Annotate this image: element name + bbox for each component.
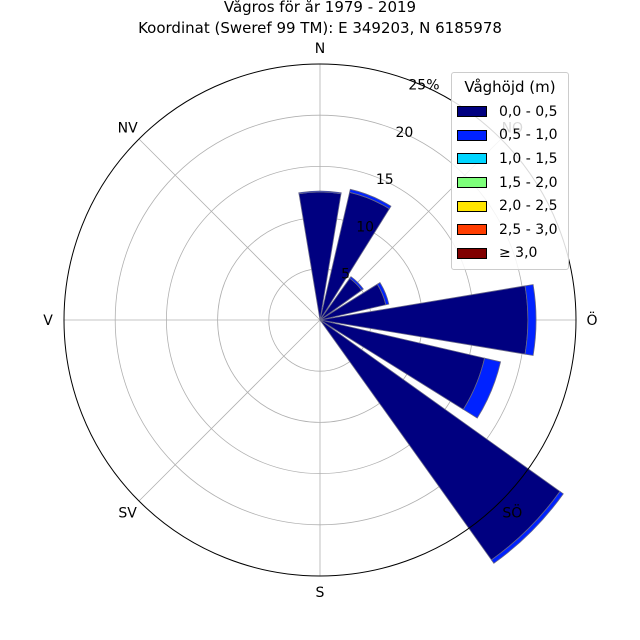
bars xyxy=(298,188,564,564)
legend-swatch xyxy=(457,200,487,212)
legend-entry: 1,5 - 2,0 xyxy=(452,171,568,195)
legend-entry: 0,5 - 1,0 xyxy=(452,124,568,148)
bar-45-bin-1 xyxy=(349,276,364,291)
radial-tick-label: 5 xyxy=(341,267,350,283)
grid-spoke xyxy=(138,138,321,321)
grid-spoke xyxy=(138,319,321,502)
direction-label-SÖ: SÖ xyxy=(502,503,522,521)
legend-entry: 1,0 - 1,5 xyxy=(452,147,568,171)
legend-label: 2,0 - 2,5 xyxy=(499,198,558,215)
bar-90-bin-1 xyxy=(524,284,537,356)
bar-112.5-bin-1 xyxy=(462,357,502,419)
legend-swatch xyxy=(457,129,487,141)
direction-label-V: V xyxy=(43,313,53,329)
direction-label-S: S xyxy=(316,585,325,601)
legend-entry: 2,5 - 3,0 xyxy=(452,218,568,242)
legend-swatch xyxy=(457,247,487,259)
radial-tick-labels: 5 10 15 20 25% xyxy=(341,77,439,282)
legend-label: 0,0 - 0,5 xyxy=(499,103,558,120)
legend-swatch xyxy=(457,177,487,189)
legend-label: 0,5 - 1,0 xyxy=(499,127,558,144)
legend-entry: 2,0 - 2,5 xyxy=(452,194,568,218)
legend-label: ≥ 3,0 xyxy=(499,245,538,262)
bar-22.5-bin-1 xyxy=(349,188,392,210)
legend-swatch xyxy=(457,153,487,165)
direction-label-NV: NV xyxy=(118,121,138,137)
legend-rows: 0,0 - 0,5 0,5 - 1,0 1,0 - 1,5 1,5 - 2,0 2,0 … xyxy=(452,100,568,265)
direction-label-SV: SV xyxy=(118,505,137,521)
legend-swatch xyxy=(457,106,487,118)
bar-135-bin-1 xyxy=(490,490,564,564)
legend-entry: ≥ 3,0 xyxy=(452,242,568,266)
legend-title: Våghöjd (m) xyxy=(464,78,556,96)
legend-entry: 0,0 - 0,5 xyxy=(452,100,568,124)
bar-0-bin-1 xyxy=(298,190,342,195)
radial-tick-label: 10 xyxy=(356,219,374,235)
legend-swatch xyxy=(457,224,487,236)
legend-label: 1,0 - 1,5 xyxy=(499,150,558,167)
legend: Våghöjd (m) 0,0 - 0,5 0,5 - 1,0 1,0 - 1,5 1… xyxy=(451,72,569,270)
bar-67.5-bin-1 xyxy=(376,282,390,306)
direction-label-Ö: Ö xyxy=(586,311,597,329)
legend-label: 2,5 - 3,0 xyxy=(499,221,558,238)
legend-label: 1,5 - 2,0 xyxy=(499,174,558,191)
direction-label-N: N xyxy=(315,41,325,57)
polar-frame xyxy=(63,63,577,577)
radial-tick-label: 25% xyxy=(408,77,439,93)
chart-title: Vågros för år 1979 - 2019 xyxy=(223,0,417,16)
radial-tick-label: 15 xyxy=(376,172,394,188)
radial-tick-label: 20 xyxy=(395,125,413,141)
chart-subtitle: Koordinat (Sweref 99 TM): E 349203, N 61… xyxy=(138,19,502,37)
